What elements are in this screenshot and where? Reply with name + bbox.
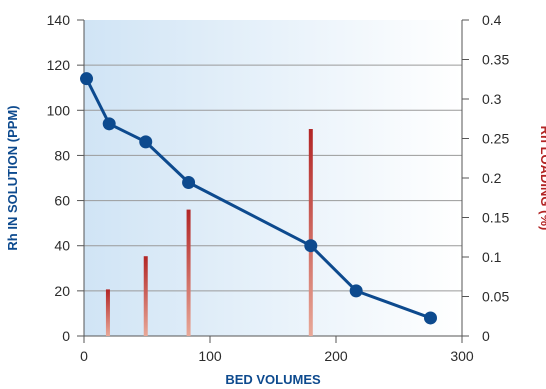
left-tick-label: 80 [54,147,70,163]
x-tick-label: 200 [324,348,348,364]
right-tick-label: 0.1 [482,249,502,265]
solution-point [424,311,437,325]
right-tick-label: 0 [482,328,490,344]
loading-bars [105,129,313,336]
right-tick-label: 0.4 [482,12,502,28]
right-tick-label: 0.25 [482,131,509,147]
x-tick-label: 100 [198,348,222,364]
right-tick-label: 0.35 [482,52,509,68]
left-tick-label: 40 [54,238,70,254]
loading-bar [143,256,148,336]
loading-bar [308,129,313,336]
left-axis-ticks: 0 20 40 60 80 100 120 140 [47,12,84,344]
x-axis-title: BED VOLUMES [225,372,321,387]
right-tick-label: 0.05 [482,289,509,305]
left-tick-label: 140 [47,12,71,28]
solution-point [182,176,196,190]
left-axis-title: Rh IN SOLUTION (PPM) [5,105,20,250]
gridlines [84,64,462,292]
solution-point [349,284,363,298]
left-tick-label: 100 [47,102,71,118]
right-axis-title: Rh LOADING (%) [538,126,546,231]
plot-background [84,20,462,336]
solution-point [139,135,153,149]
solution-point [80,72,94,86]
solution-point [304,239,318,253]
left-tick-label: 120 [47,57,71,73]
left-tick-label: 60 [54,193,70,209]
left-tick-label: 20 [54,283,70,299]
solution-points [80,72,437,325]
x-axis-ticks: 0 100 200 300 [80,336,474,364]
right-tick-label: 0.2 [482,170,502,186]
x-tick-label: 0 [80,348,88,364]
left-tick-label: 0 [62,328,70,344]
loading-bar [186,209,191,336]
right-tick-label: 0.15 [482,210,509,226]
x-tick-label: 300 [450,348,474,364]
right-tick-label: 0.3 [482,91,502,107]
solution-point [102,117,116,131]
right-axis-ticks: 0 0.05 0.1 0.15 0.2 0.25 0.3 0.35 0.4 [462,12,509,344]
loading-bar [105,289,110,336]
